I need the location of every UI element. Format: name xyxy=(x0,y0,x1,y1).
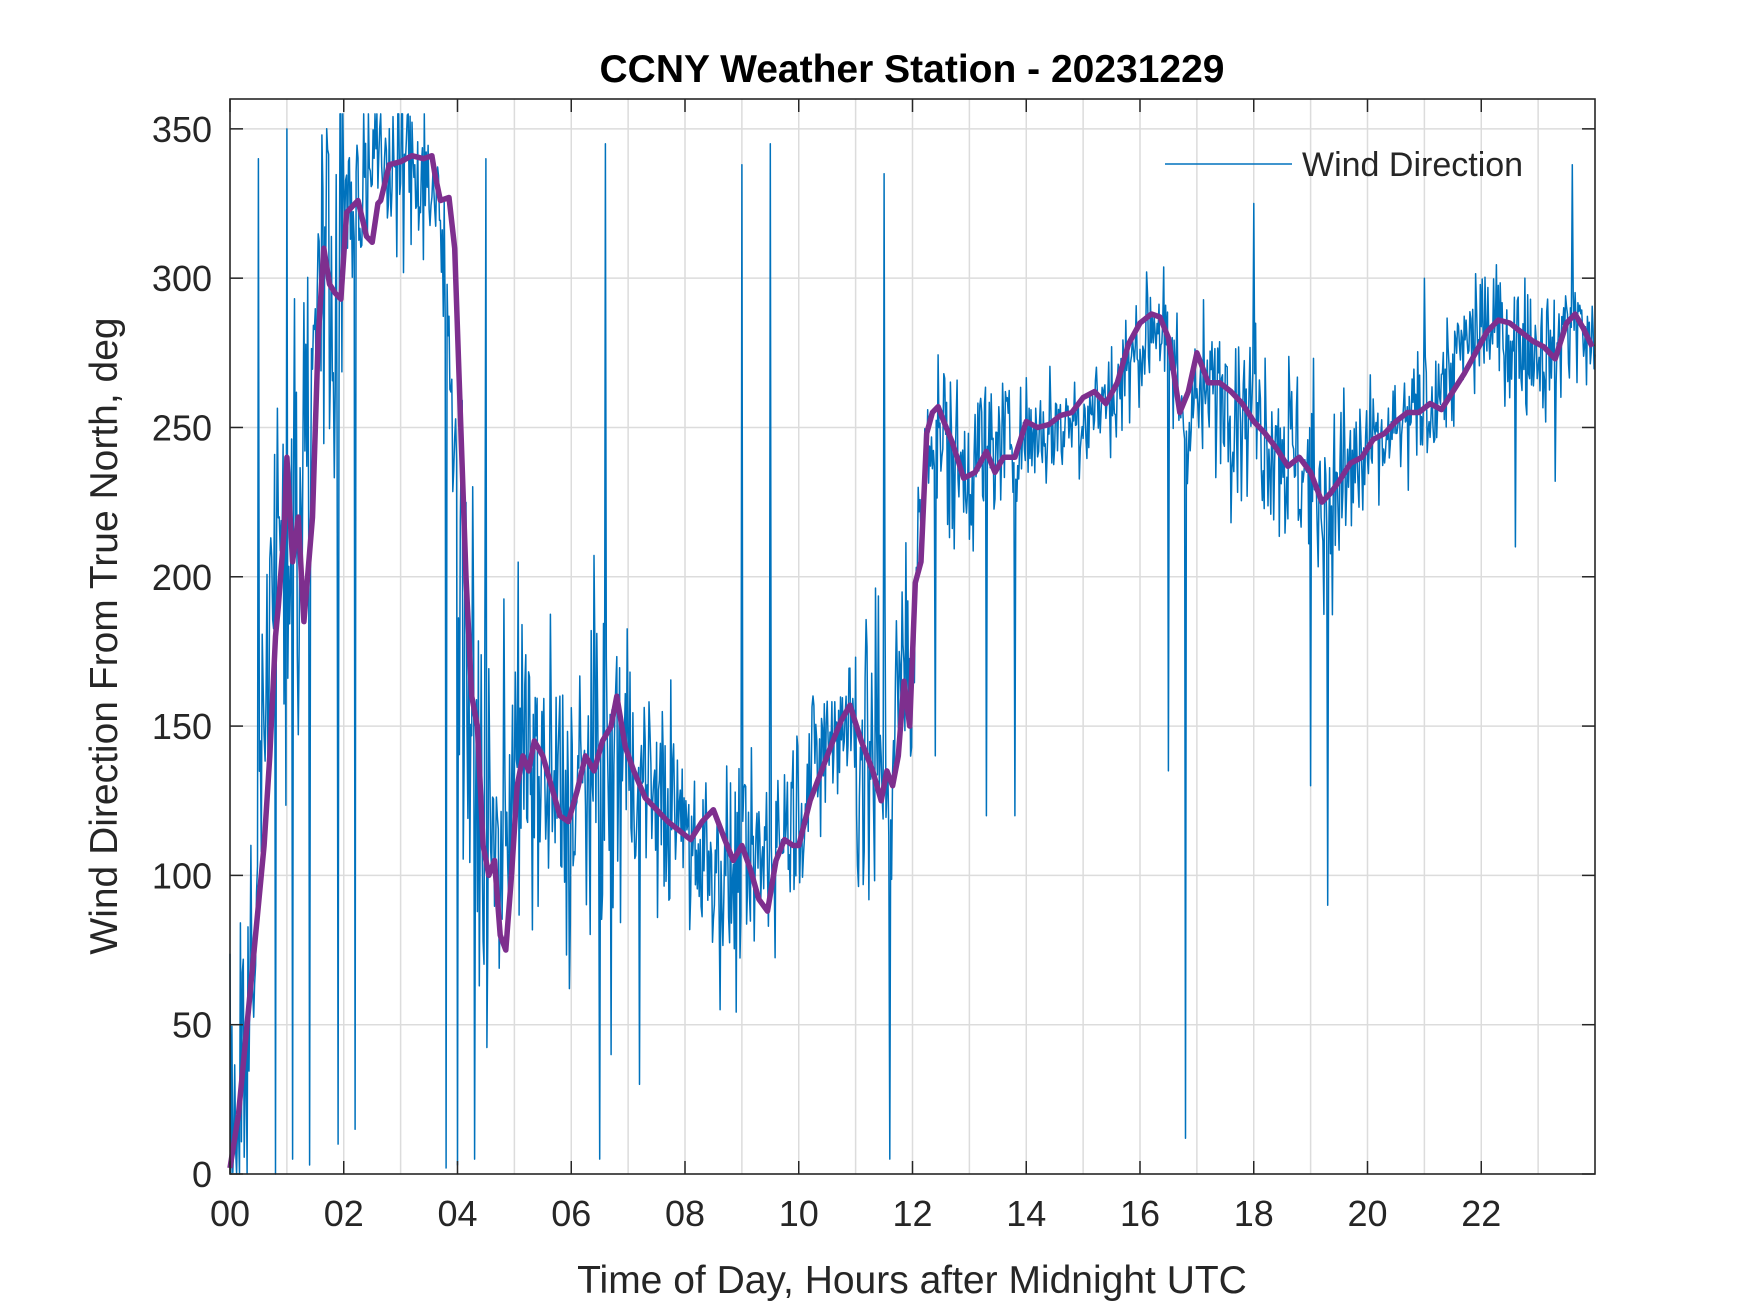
legend-label-wind-direction: Wind Direction xyxy=(1302,146,1523,184)
x-tick-label: 04 xyxy=(437,1193,477,1234)
y-tick-label: 300 xyxy=(152,258,212,299)
y-tick-labels: 0 50 100 150 200 250 300 350 xyxy=(152,109,212,1195)
y-tick-label: 150 xyxy=(152,706,212,747)
x-tick-label: 18 xyxy=(1234,1193,1274,1234)
y-tick-label: 0 xyxy=(192,1154,212,1195)
x-tick-label: 14 xyxy=(1006,1193,1046,1234)
y-axis-label: Wind Direction From True North, deg xyxy=(83,317,126,954)
x-tick-label: 08 xyxy=(665,1193,705,1234)
chart-title: CCNY Weather Station - 20231229 xyxy=(600,48,1225,91)
x-tick-labels: 00 02 04 06 08 10 12 14 16 18 20 22 xyxy=(210,1193,1501,1234)
smoothed-series-line xyxy=(227,152,1595,1169)
y-tick-label: 100 xyxy=(152,855,212,896)
x-tick-label: 00 xyxy=(210,1193,250,1234)
axis-ticks xyxy=(229,99,1595,1175)
x-tick-label: 02 xyxy=(324,1193,364,1234)
legend: Wind Direction xyxy=(1165,146,1523,184)
x-tick-label: 10 xyxy=(779,1193,819,1234)
y-tick-label: 50 xyxy=(172,1005,212,1046)
y-tick-label: 250 xyxy=(152,407,212,448)
x-tick-label: 22 xyxy=(1461,1193,1501,1234)
x-tick-label: 12 xyxy=(892,1193,932,1234)
x-tick-label: 20 xyxy=(1347,1193,1387,1234)
x-axis-label: Time of Day, Hours after Midnight UTC xyxy=(577,1259,1247,1302)
x-tick-label: 06 xyxy=(551,1193,591,1234)
y-tick-label: 350 xyxy=(152,109,212,150)
y-tick-label: 200 xyxy=(152,557,212,598)
x-tick-label: 16 xyxy=(1120,1193,1160,1234)
